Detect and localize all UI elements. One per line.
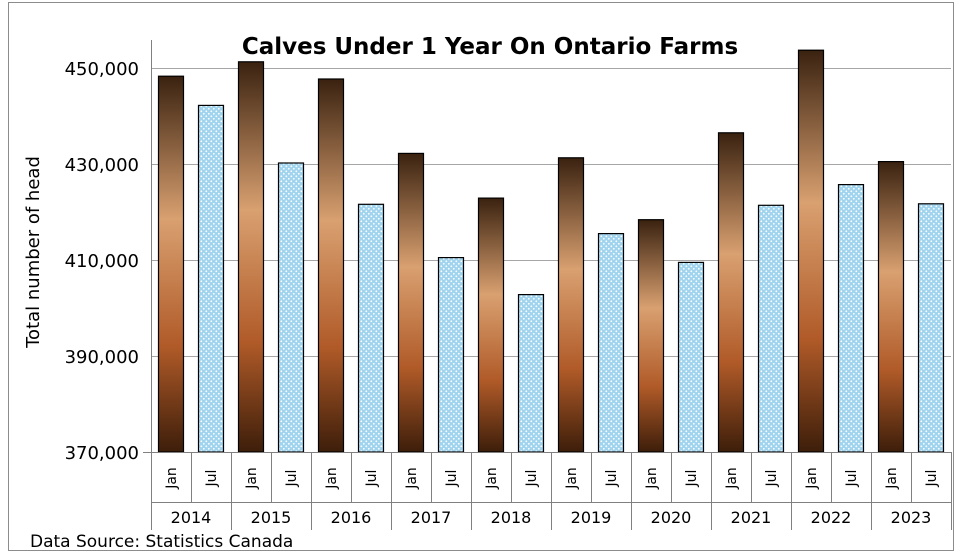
month-tick-label: Jan <box>884 467 900 490</box>
y-tick-label: 430,000 <box>65 155 139 176</box>
y-tick-labels: 370,000 390,000 410,000 430,000 450,000 <box>65 59 139 464</box>
year-tick-label: 2014 <box>171 508 212 527</box>
x-tick-labels: Jan Jul Jan Jul Jan Jul Jan Jul Jan Jul Jan Jul Jan J… <box>164 467 940 527</box>
month-tick-label: Jul <box>204 470 220 488</box>
month-tick-label: Jan <box>164 467 180 490</box>
bar-jul <box>677 261 705 453</box>
bar-jul <box>757 204 785 453</box>
year-tick-label: 2015 <box>251 508 292 527</box>
bar-jul <box>197 104 225 453</box>
bar-jan <box>237 61 265 453</box>
bar-jul <box>357 203 385 453</box>
y-axis-label: Total number of head <box>23 156 44 349</box>
month-tick-label: Jan <box>564 467 580 490</box>
y-tick-label: 390,000 <box>65 347 139 368</box>
month-tick-label: Jul <box>364 470 380 488</box>
month-tick-label: Jan <box>324 467 340 490</box>
month-tick-label: Jan <box>244 467 260 490</box>
year-tick-label: 2022 <box>811 508 852 527</box>
bar-jan <box>717 132 745 453</box>
y-tick-label: 450,000 <box>65 59 139 80</box>
month-tick-label: Jul <box>924 470 940 488</box>
month-tick-label: Jan <box>804 467 820 490</box>
month-tick-label: Jan <box>724 467 740 490</box>
bar-jul <box>597 233 625 453</box>
month-tick-label: Jul <box>604 470 620 488</box>
month-tick-label: Jul <box>284 470 300 488</box>
data-source: Data Source: Statistics Canada <box>30 532 293 552</box>
year-tick-label: 2019 <box>571 508 612 527</box>
y-tick-label: 370,000 <box>65 443 139 464</box>
bar-jan <box>637 219 665 453</box>
month-tick-label: Jul <box>524 470 540 488</box>
month-tick-label: Jul <box>444 470 460 488</box>
bar-jan <box>397 152 425 453</box>
bar-jul <box>917 203 945 453</box>
bar-jan <box>477 197 505 453</box>
bar-jul <box>437 257 465 453</box>
axes <box>143 40 952 530</box>
year-tick-label: 2023 <box>891 508 932 527</box>
bar-jan <box>877 161 905 453</box>
year-tick-label: 2021 <box>731 508 772 527</box>
month-tick-label: Jan <box>484 467 500 490</box>
month-tick-label: Jan <box>644 467 660 490</box>
bar-jan <box>797 49 825 453</box>
year-tick-label: 2018 <box>491 508 532 527</box>
bar-jul <box>277 162 305 453</box>
bar-jul <box>837 184 865 453</box>
bar-jan <box>157 75 185 453</box>
year-tick-label: 2017 <box>411 508 452 527</box>
month-tick-label: Jul <box>844 470 860 488</box>
bar-jan <box>317 78 345 453</box>
month-tick-label: Jul <box>684 470 700 488</box>
bar-jul <box>517 294 545 453</box>
year-tick-label: 2016 <box>331 508 372 527</box>
chart-title: Calves Under 1 Year On Ontario Farms <box>242 34 738 60</box>
month-tick-label: Jan <box>404 467 420 490</box>
month-tick-label: Jul <box>764 470 780 488</box>
bar-jan <box>557 157 585 453</box>
y-tick-label: 410,000 <box>65 251 139 272</box>
year-tick-label: 2020 <box>651 508 692 527</box>
